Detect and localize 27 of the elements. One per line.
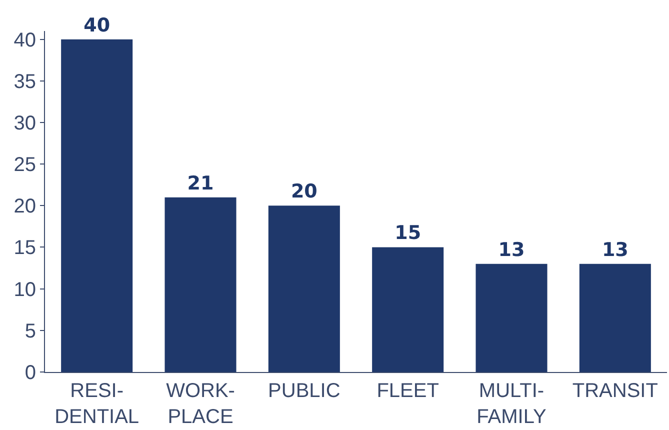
data-label: 13 — [602, 238, 628, 261]
bar — [268, 206, 340, 372]
y-tick-label: 5 — [24, 320, 36, 342]
bar — [476, 264, 548, 372]
data-label: 21 — [187, 172, 214, 194]
y-tick-label: 30 — [14, 112, 36, 134]
x-tick-label: MULTI- FAMILY — [476, 380, 546, 428]
bar — [164, 197, 236, 372]
x-tick-label: FLEET — [376, 380, 439, 402]
data-label: 20 — [290, 180, 318, 203]
y-tick-label: 20 — [14, 196, 36, 218]
x-tick-label: RESI- DENTIAL — [54, 380, 140, 428]
y-tick-label: 15 — [14, 237, 36, 260]
y-tick-label: 0 — [24, 362, 36, 384]
y-tick-label: 40 — [14, 29, 36, 52]
y-tick-label: 35 — [14, 70, 36, 93]
y-tick-label: 10 — [14, 278, 36, 301]
x-tick-label: WORK- PLACE — [166, 380, 235, 428]
data-label: 13 — [498, 238, 525, 261]
data-label: 15 — [394, 222, 422, 244]
bar — [372, 247, 444, 372]
x-tick-label: TRANSIT — [572, 380, 658, 402]
x-tick-label: PUBLIC — [268, 380, 340, 402]
bar — [579, 264, 651, 372]
bar — [61, 39, 133, 372]
data-label: 40 — [84, 14, 110, 36]
y-tick-label: 25 — [14, 154, 36, 176]
